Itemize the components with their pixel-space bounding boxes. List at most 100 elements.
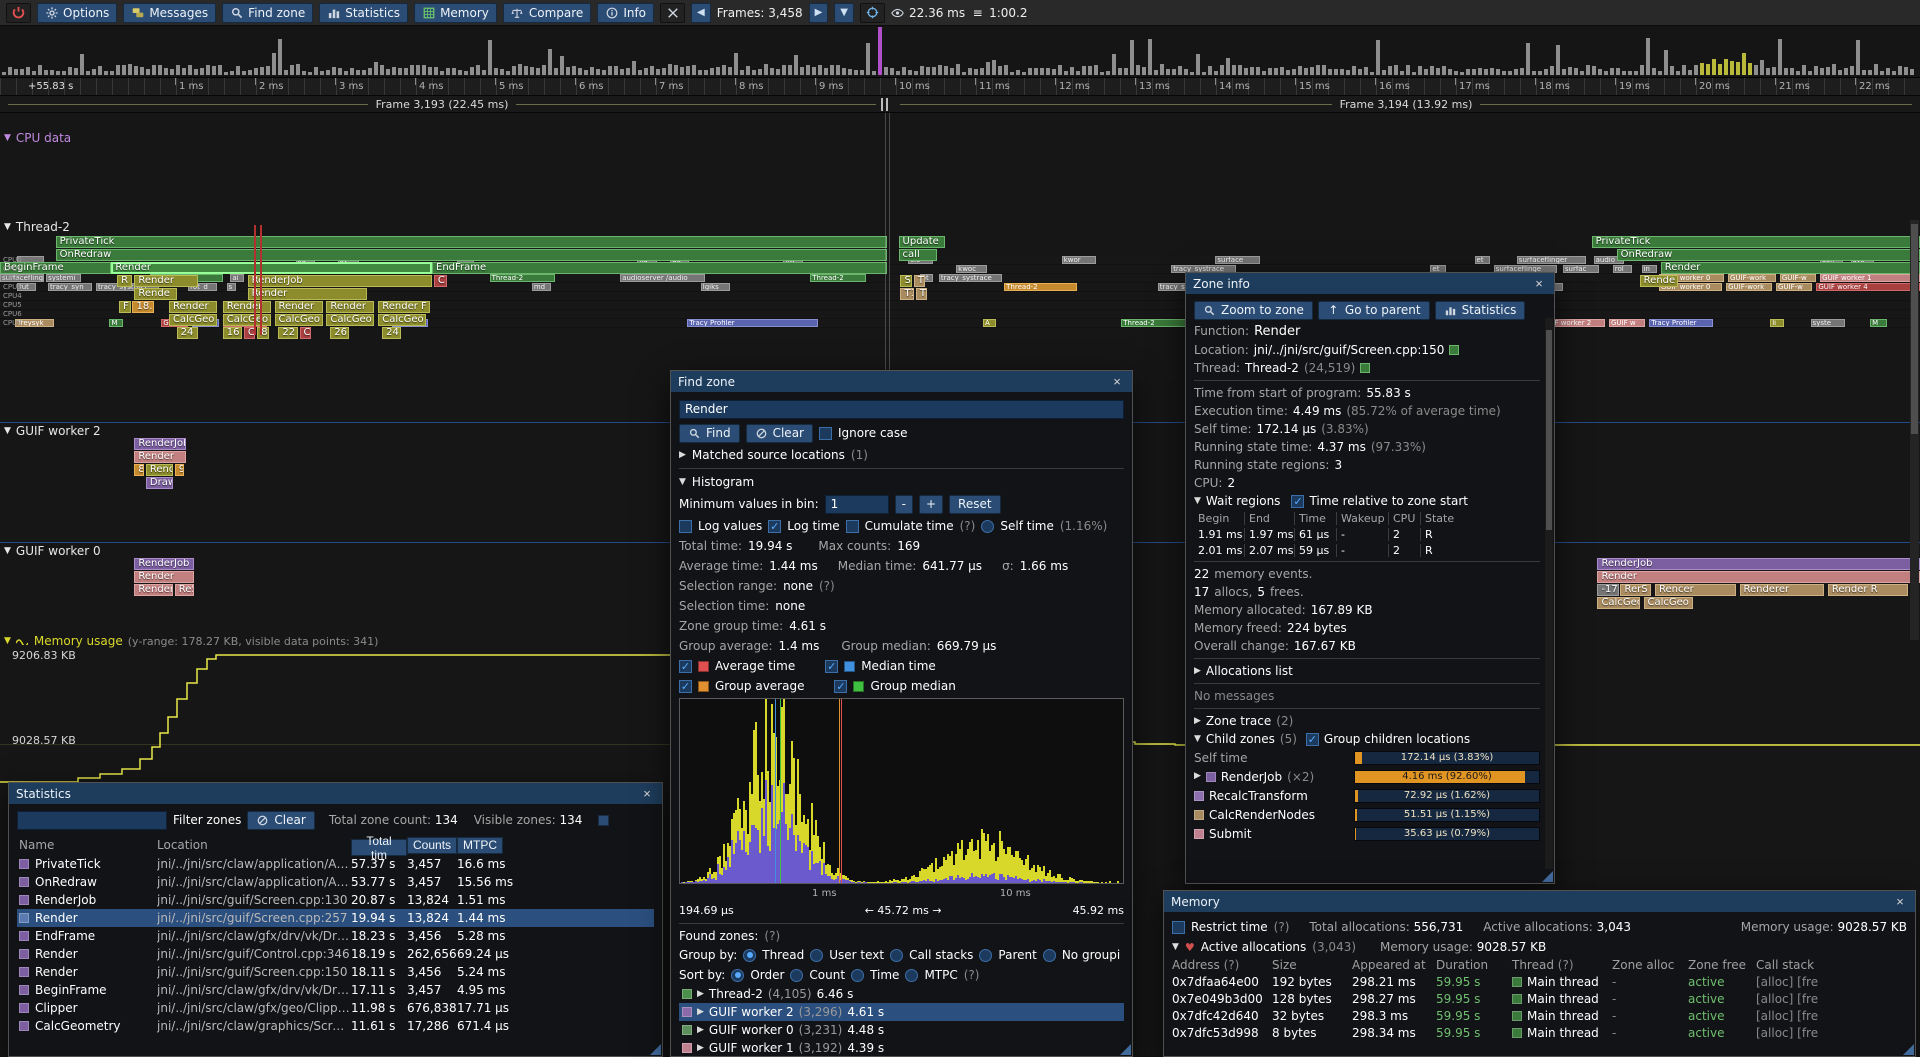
cpu-zone[interactable]: s — [226, 283, 237, 291]
zoom-to-zone-button[interactable]: Zoom to zone — [1194, 300, 1313, 320]
next-frame-button[interactable]: ▶ — [808, 2, 829, 23]
wait-regions-expander[interactable]: ▼Wait regions Time relative to zone star… — [1194, 492, 1540, 510]
timeline-zone[interactable]: Rend — [145, 464, 173, 476]
close-icon[interactable]: × — [1892, 894, 1908, 909]
timeline-zone[interactable]: 18. — [132, 301, 154, 313]
group-by-radio[interactable] — [890, 948, 904, 962]
resize-grip[interactable] — [650, 1044, 661, 1055]
cpu-zone[interactable]: surfaceflinger — [1516, 256, 1586, 264]
group-by-radio[interactable] — [1042, 948, 1056, 962]
memory-col-header[interactable]: Call stack — [1756, 958, 1815, 972]
time-relative-checkbox[interactable] — [1291, 494, 1305, 508]
cpu-zone[interactable]: ai — [230, 274, 244, 282]
timeline-zone[interactable]: Render — [111, 262, 432, 274]
cpu-zone[interactable]: Thread-2 — [810, 274, 866, 282]
restrict-time-checkbox[interactable] — [1172, 920, 1185, 934]
timeline-zone[interactable]: 9 — [174, 464, 185, 476]
cpu-zone[interactable]: systemi — [46, 274, 81, 282]
sort-mtpc-button[interactable]: MTPC — [457, 836, 503, 854]
zone-info-window-titlebar[interactable]: Zone info × — [1186, 273, 1554, 294]
timeline-zone[interactable]: Rende — [1639, 275, 1679, 287]
clear-button[interactable]: Clear — [745, 423, 813, 443]
timeline-zone[interactable]: Render — [134, 584, 173, 596]
memory-col-header[interactable]: Zone free — [1688, 958, 1747, 972]
timeline-zone[interactable]: Render — [222, 301, 271, 313]
filter-zones-input[interactable] — [17, 810, 167, 830]
timeline-zone[interactable]: OnRedraw — [55, 249, 888, 261]
cpu-zone[interactable]: GUIF w — [1608, 319, 1646, 327]
timeline-zone[interactable]: RenderJob — [134, 438, 187, 450]
cpu-zone[interactable]: GUIF-w — [1779, 274, 1817, 282]
timeline-zone[interactable]: CalcGeo — [1597, 597, 1640, 609]
prev-frame-button[interactable]: ◀ — [691, 2, 711, 23]
cpu-data-section-header[interactable]: ▼ CPU data — [4, 131, 72, 145]
memory-col-header[interactable]: Address (?) — [1172, 958, 1240, 972]
child-zone-row[interactable]: RecalcTransform 72.92 µs (1.62%) — [1194, 786, 1540, 805]
cpu-zone[interactable]: surfacefling — [0, 274, 45, 282]
timeline-view[interactable]: ▼CPU data CPU0susykaaukwclekworsurfaceet… — [0, 113, 1920, 1057]
frame-label-left[interactable]: Frame 3,193 (22.45 ms) — [8, 96, 876, 113]
child-zone-row[interactable]: Self time 172.14 µs (3.83%) — [1194, 748, 1540, 767]
cpu-zone[interactable]: syste — [1810, 319, 1846, 327]
timeline-zone[interactable]: 8 — [257, 327, 269, 339]
memory-col-header[interactable]: Duration — [1436, 958, 1489, 972]
found-zone-group-row[interactable]: ▶ GUIF worker 0 (3,231) 4.48 s — [679, 1021, 1124, 1039]
timeline-zone[interactable]: call — [898, 249, 937, 261]
timeline-zone[interactable]: RenderJob — [134, 558, 194, 570]
sort-by-radio[interactable] — [851, 968, 865, 982]
cpu-zone[interactable]: Thread-2 — [489, 274, 555, 282]
memory-allocation-row[interactable]: 0x7dfaa64e00 192 bytes 298.21 ms 59.95 s Mai… — [1172, 973, 1907, 990]
close-icon[interactable]: × — [1109, 374, 1125, 389]
legend-checkbox[interactable] — [679, 659, 692, 673]
min-bin-decrease-button[interactable]: - — [894, 494, 913, 514]
cpu-zone[interactable]: M — [109, 319, 123, 327]
timeline-zone[interactable]: Render — [274, 301, 323, 313]
memory-col-header[interactable]: Appeared at — [1352, 958, 1426, 972]
info-button[interactable]: Info — [597, 2, 655, 23]
timeline-zone[interactable]: R — [117, 275, 133, 287]
memory-allocation-row[interactable]: 0x7e049b3d00 128 bytes 298.27 ms 59.95 s Mai… — [1172, 990, 1907, 1007]
ignore-case-checkbox[interactable] — [818, 426, 832, 440]
table-row[interactable]: Render jni/../jni/src/guif/Control.cpp:34… — [17, 945, 654, 963]
timeline-zone[interactable]: 26 — [330, 327, 350, 339]
cpu-zone[interactable]: audioserver /audio — [620, 274, 705, 282]
log-values-checkbox[interactable] — [679, 519, 692, 533]
timeline-zone[interactable]: CalcGeo C — [1643, 597, 1694, 609]
timeline-zone[interactable]: RenderJob — [247, 275, 432, 287]
sort-counts-button[interactable]: Counts — [407, 836, 458, 854]
timeline-zone[interactable]: 24 — [176, 327, 198, 339]
timeline-zone[interactable]: S — [900, 275, 912, 287]
find-zone-window-titlebar[interactable]: Find zone × — [671, 371, 1132, 392]
messages-button[interactable]: Messages — [123, 2, 217, 23]
cumulate-time-checkbox[interactable] — [845, 519, 859, 533]
cpu-zone[interactable]: md — [531, 283, 552, 291]
sort-by-radio[interactable] — [790, 968, 804, 982]
min-bin-increase-button[interactable]: + — [918, 494, 944, 514]
timeline-zone[interactable]: T1 — [900, 288, 914, 300]
child-zone-row[interactable]: CalcRenderNodes 51.51 µs (1.15%) — [1194, 805, 1540, 824]
guif-worker-0-section-header[interactable]: ▼ GUIF worker 0 — [4, 544, 101, 558]
memory-window-titlebar[interactable]: Memory × — [1164, 891, 1915, 912]
table-row[interactable]: RenderJob jni/../jni/src/guif/Screen.cpp:… — [17, 891, 654, 909]
self-time-radio[interactable] — [981, 519, 995, 533]
timeline-zone[interactable]: F — [119, 301, 131, 313]
close-icon[interactable]: × — [1531, 276, 1547, 291]
thread2-section-header[interactable]: ▼ Thread-2 — [4, 220, 70, 234]
legend-checkbox[interactable] — [679, 679, 692, 693]
timeline-zone[interactable]: Draw — [145, 477, 173, 489]
sort-total-time-button[interactable]: Total tim — [351, 834, 407, 862]
cpu-zone[interactable]: surface — [1215, 256, 1260, 264]
timeline-zone[interactable]: CalcGeo — [222, 314, 271, 326]
timeline-zone[interactable]: Render — [134, 275, 198, 287]
log-time-checkbox[interactable] — [768, 519, 782, 533]
timeline-zone[interactable]: CalcGeo — [168, 314, 217, 326]
found-zone-group-row[interactable]: ▶ Thread-2 (4,105) 6.46 s — [679, 985, 1124, 1003]
cpu-zone[interactable]: GUIF-work — [1728, 274, 1776, 282]
timeline-zone[interactable]: OnRedraw — [1616, 249, 1920, 261]
group-children-checkbox[interactable] — [1305, 732, 1319, 746]
found-zone-group-row[interactable]: ▶ GUIF worker 2 (3,296) 4.61 s — [679, 1003, 1124, 1021]
find-zone-search-input[interactable] — [679, 399, 1124, 419]
timeline-zone[interactable]: C — [299, 327, 312, 339]
zone-statistics-button[interactable]: Statistics — [1434, 300, 1526, 320]
close-icon[interactable]: × — [639, 786, 655, 801]
